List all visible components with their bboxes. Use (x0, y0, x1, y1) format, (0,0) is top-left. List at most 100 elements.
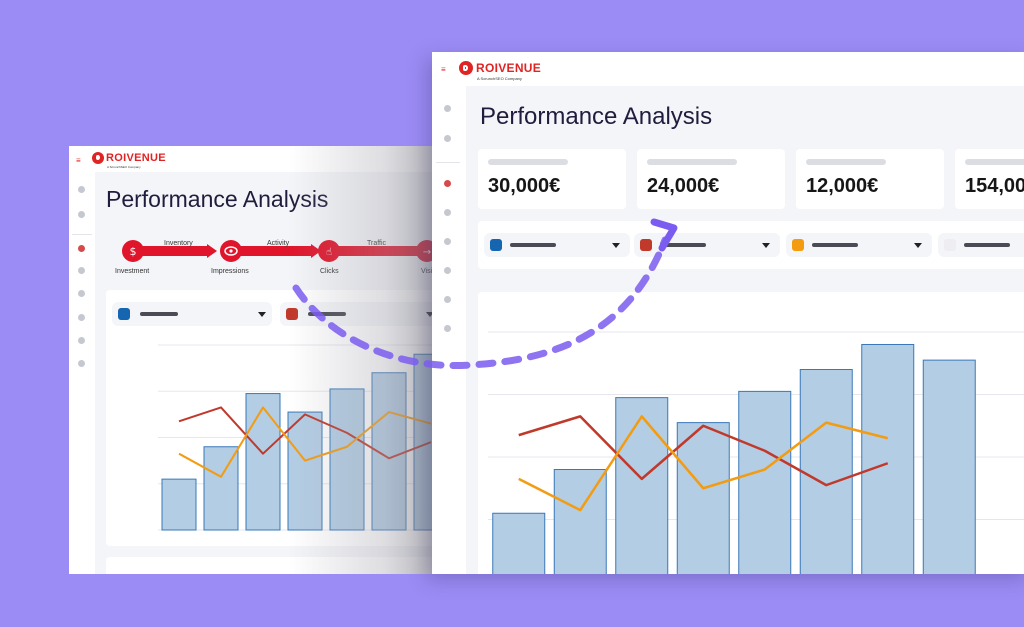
chart-bar (861, 344, 915, 574)
svg-text:☝: ☝ (326, 247, 332, 258)
nav-dot[interactable] (444, 135, 451, 142)
nav-dot[interactable] (78, 211, 85, 218)
nav-dot-active[interactable] (444, 180, 451, 187)
dollar-icon (122, 240, 144, 262)
dropdown-caret-icon[interactable] (914, 243, 922, 248)
funnel-stage-label: Investment (115, 268, 150, 275)
nav-dot[interactable] (444, 267, 451, 274)
filter-value (812, 243, 858, 247)
svg-text:→: → (423, 247, 431, 258)
side-rail (69, 146, 95, 574)
brand-logo: ROIVENUE (459, 61, 541, 75)
svg-text:$: $ (130, 245, 137, 258)
nav-dot[interactable] (444, 209, 451, 216)
metric-filter[interactable] (634, 233, 780, 257)
series-line-orange (518, 415, 889, 512)
kpi-label-placeholder (965, 159, 1024, 165)
kpi-card: 30,000€ (478, 149, 626, 209)
rail-divider (436, 162, 460, 163)
filter-value (510, 243, 556, 247)
metric-filter[interactable] (786, 233, 932, 257)
kpi-value: 12,000€ (806, 175, 879, 197)
nav-dot[interactable] (444, 238, 451, 245)
chart-bar (161, 478, 197, 531)
brand-tagline: A ScrunchSEO Company (477, 76, 522, 81)
dropdown-caret-icon[interactable] (612, 243, 620, 248)
series-swatch (792, 239, 804, 251)
logo-mark-icon (459, 61, 473, 75)
logo-mark-icon (92, 152, 104, 164)
filter-value (964, 243, 1010, 247)
side-rail (432, 52, 466, 574)
chart-bar (738, 390, 792, 574)
performance-chart (158, 344, 449, 531)
kpi-card: 24,000€ (637, 149, 785, 209)
chart-bar (492, 512, 546, 574)
back-content: Performance Analysis $ ☝ → Inventory Act… (95, 172, 449, 574)
menu-icon[interactable]: ≡ (441, 65, 446, 74)
chart-bar (329, 388, 365, 531)
brand-tagline: A ScrunchSEO Company (107, 165, 141, 169)
nav-dot[interactable] (444, 296, 451, 303)
nav-dot[interactable] (78, 290, 85, 297)
dropdown-caret-icon[interactable] (762, 243, 770, 248)
filter-value (660, 243, 706, 247)
funnel-stage-label: Impressions (211, 268, 249, 275)
series-swatch (118, 308, 130, 320)
funnel-connector-label: Traffic (367, 240, 387, 247)
nav-dot[interactable] (78, 360, 85, 367)
brand-name: ROIVENUE (476, 61, 542, 75)
chart-bar (922, 359, 976, 574)
chart-bar (553, 469, 607, 574)
dropdown-caret-icon[interactable] (258, 312, 266, 317)
secondary-panel (106, 557, 449, 574)
chart-bar (676, 422, 730, 574)
filter-bar (478, 221, 1024, 269)
funnel-connector (127, 246, 207, 256)
rail-divider (72, 234, 92, 235)
funnel-connector-label: Inventory (164, 240, 193, 247)
metric-filter[interactable] (112, 302, 272, 326)
background-dashboard-window: ≡ ROIVENUE A ScrunchSEO Company Performa… (69, 146, 449, 574)
nav-dot[interactable] (78, 267, 85, 274)
metric-filter[interactable] (938, 233, 1024, 257)
funnel-stage-label: Clicks (320, 268, 339, 275)
nav-dot[interactable] (444, 325, 451, 332)
front-content: Performance Analysis 30,000€ 24,000€ 12,… (466, 86, 1024, 574)
chart-bar (799, 369, 853, 574)
funnel-connector-label: Activity (267, 240, 290, 247)
chart-panel (106, 290, 449, 546)
page-title: Performance Analysis (106, 186, 329, 212)
kpi-label-placeholder (647, 159, 737, 165)
foreground-dashboard-window: ≡ ROIVENUE A ScrunchSEO Company Performa… (432, 52, 1024, 574)
kpi-value: 30,000€ (488, 175, 561, 197)
page-title: Performance Analysis (480, 103, 713, 130)
chart-bar (203, 446, 239, 531)
nav-dot[interactable] (78, 314, 85, 321)
chart-bar (615, 397, 669, 574)
nav-dot[interactable] (78, 186, 85, 193)
chart-bar (287, 411, 323, 531)
chart-panel (478, 292, 1024, 574)
series-swatch (490, 239, 502, 251)
nav-dot[interactable] (444, 105, 451, 112)
menu-icon[interactable]: ≡ (76, 156, 81, 165)
kpi-card: 154,00 (955, 149, 1024, 209)
performance-chart (488, 331, 1024, 574)
funnel-connector (223, 246, 311, 256)
nav-dot[interactable] (78, 337, 85, 344)
filter-value (140, 312, 178, 316)
brand-name: ROIVENUE (106, 152, 166, 164)
kpi-card: 12,000€ (796, 149, 944, 209)
kpi-value: 24,000€ (647, 175, 720, 197)
kpi-label-placeholder (806, 159, 886, 165)
funnel-stage-label: Visi (421, 268, 433, 275)
series-swatch (944, 239, 956, 251)
series-line-red (518, 415, 889, 487)
series-swatch (640, 239, 652, 251)
nav-dot-active[interactable] (78, 245, 85, 252)
kpi-label-placeholder (488, 159, 568, 165)
metric-filter[interactable] (484, 233, 630, 257)
chart-bar (245, 393, 281, 531)
kpi-value: 154,00 (965, 175, 1024, 197)
